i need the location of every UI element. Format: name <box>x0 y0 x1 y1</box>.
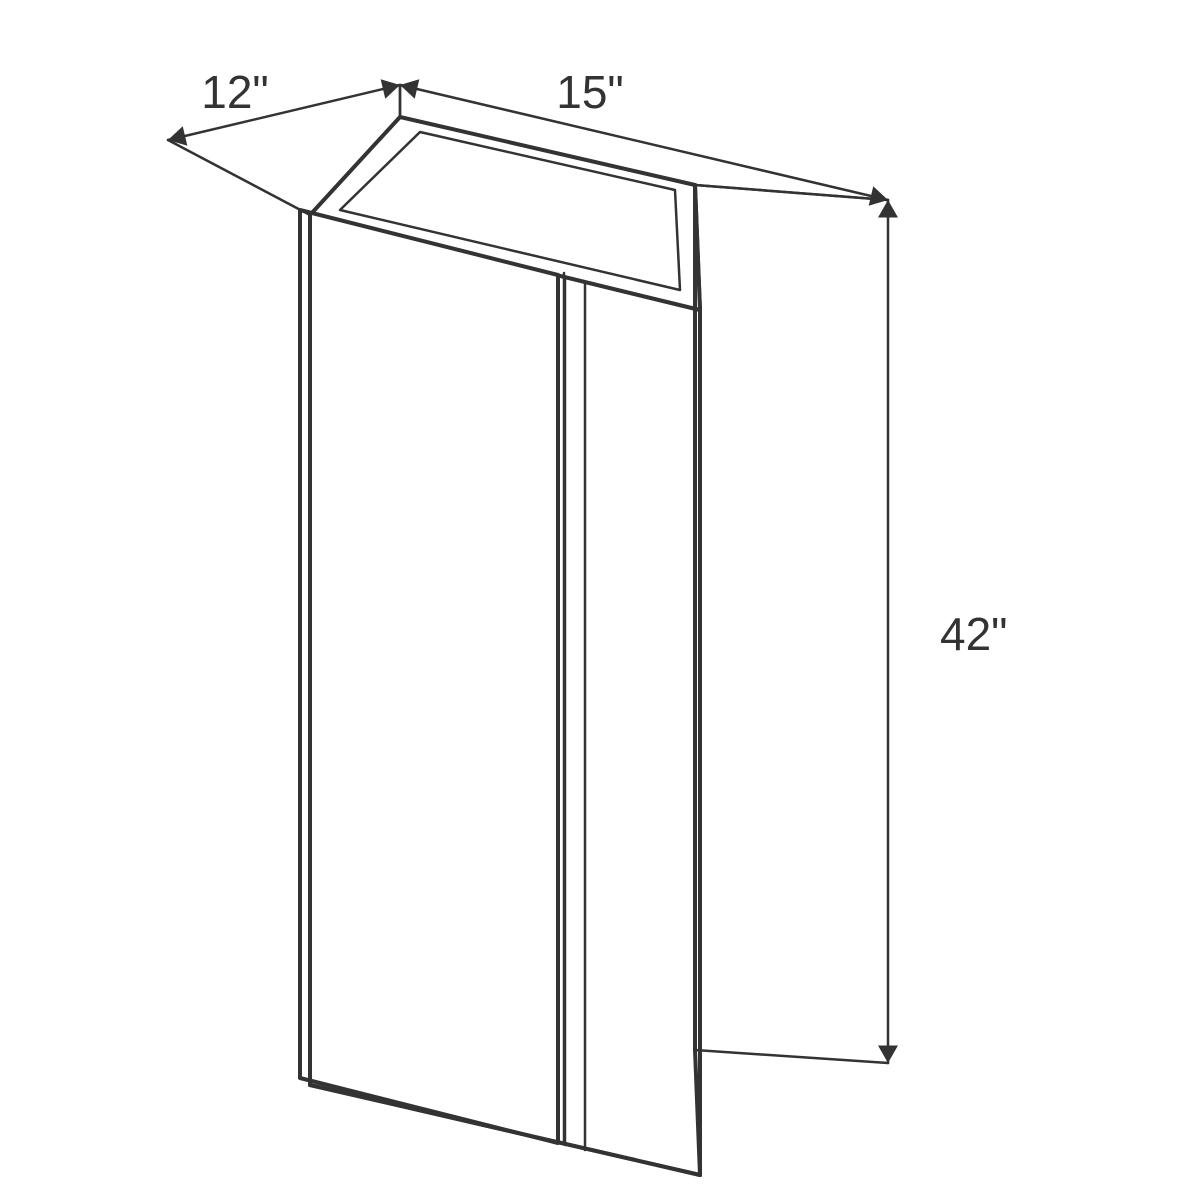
cabinet-geometry <box>300 117 700 1175</box>
height-label: 42" <box>940 608 1008 660</box>
depth-label: 12" <box>201 66 269 118</box>
width-label: 15" <box>556 66 624 118</box>
cabinet-dimension-diagram: 12" 15" 42" <box>0 0 1200 1200</box>
